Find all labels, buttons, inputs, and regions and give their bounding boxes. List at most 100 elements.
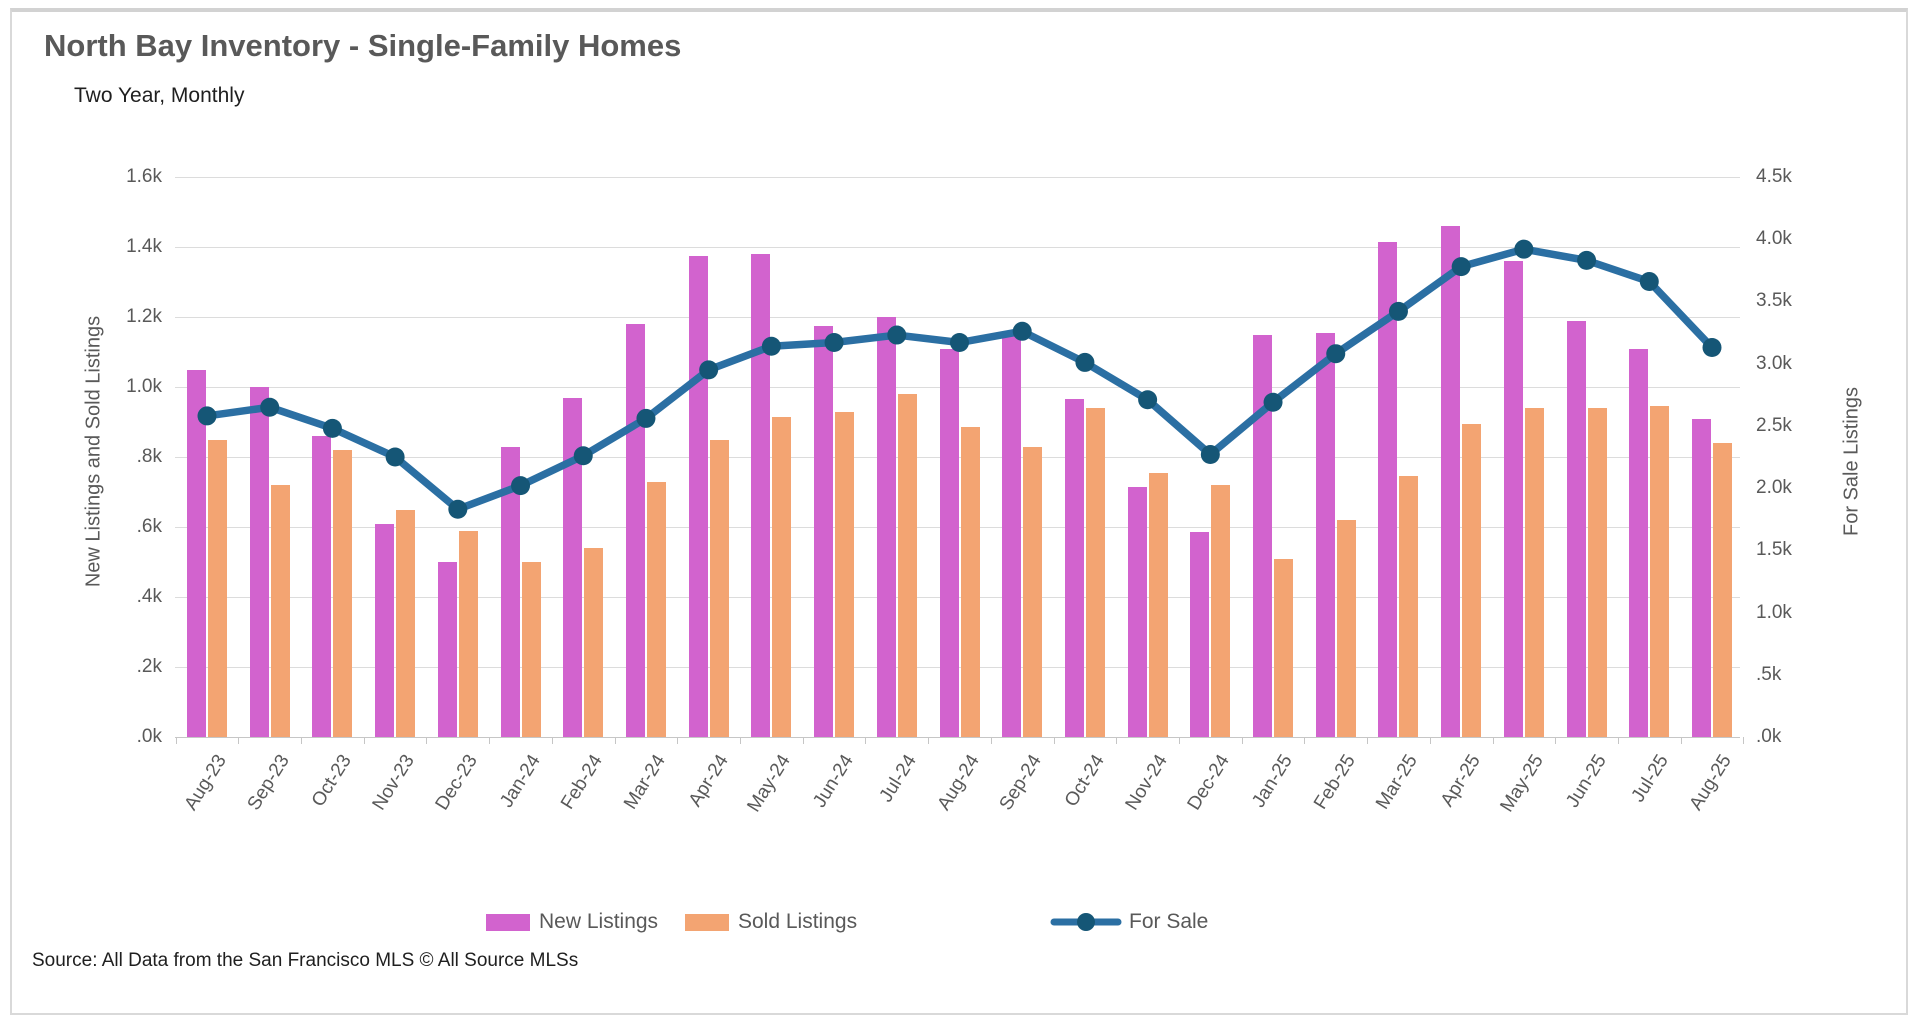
x-axis-tick: [238, 737, 240, 744]
x-axis-tick: [990, 737, 992, 744]
bar-new-listings: [751, 254, 771, 737]
chart-card: North Bay Inventory - Single-Family Home…: [10, 8, 1908, 1015]
bar-new-listings: [312, 436, 332, 737]
legend-label: For Sale: [1129, 910, 1209, 933]
right-axis-tick-label: 4.0k: [1756, 228, 1792, 250]
bar-sold-listings: [1274, 558, 1294, 737]
bar-sold-listings: [270, 485, 290, 737]
x-axis-tick: [1116, 737, 1118, 744]
for-sale-point: [1702, 337, 1722, 357]
x-axis-label: Oct-24: [1060, 751, 1109, 811]
x-axis-tick: [551, 737, 553, 744]
x-axis-tick: [1429, 737, 1431, 744]
x-axis-tick: [1367, 737, 1369, 744]
for-sale-line-layer: [197, 239, 1722, 519]
x-axis-label: Jun-25: [1561, 751, 1611, 812]
bar-new-listings: [1629, 348, 1649, 737]
left-axis-tick-label: .0k: [136, 726, 162, 747]
left-axis-tick-label: .4k: [136, 586, 162, 607]
for-sale-point: [1138, 390, 1158, 410]
bar-sold-listings: [1713, 443, 1732, 737]
gridline: [175, 247, 1740, 248]
for-sale-point: [1639, 272, 1659, 292]
for-sale-point: [1075, 352, 1095, 372]
legend-line-marker-icon: [1050, 913, 1122, 931]
for-sale-point: [1514, 239, 1534, 259]
legend-item-sold-listings: Sold Listings: [685, 905, 857, 939]
for-sale-point: [1200, 445, 1220, 465]
bar-new-listings: [1692, 418, 1711, 737]
right-axis-tick-label: 3.0k: [1756, 352, 1792, 374]
legend-label: New Listings: [539, 910, 659, 933]
right-axis-tick-label: 3.5k: [1756, 290, 1792, 312]
x-axis-label: Feb-25: [1309, 751, 1360, 814]
right-axis-tick-label: 2.0k: [1756, 477, 1792, 499]
x-axis-label: Nov-23: [368, 751, 419, 815]
bar-sold-listings: [333, 450, 353, 737]
bar-new-listings: [563, 397, 583, 737]
x-axis-label: Jan-25: [1248, 751, 1297, 812]
x-axis-label: May-25: [1496, 751, 1548, 816]
bar-new-listings: [1503, 261, 1523, 737]
x-axis-label: Sep-23: [243, 751, 294, 815]
bar-sold-listings: [396, 509, 416, 737]
bar-new-listings: [1190, 532, 1210, 737]
x-axis-tick: [1617, 737, 1619, 744]
bar-sold-listings: [772, 416, 792, 737]
bar-sold-listings: [897, 394, 917, 737]
x-axis-tick: [363, 737, 365, 744]
bar-sold-listings: [208, 439, 227, 737]
bar-new-listings: [1566, 320, 1586, 737]
x-axis-tick: [1555, 737, 1557, 744]
left-axis-tick-label: 1.6k: [126, 166, 162, 187]
bar-sold-listings: [1462, 423, 1482, 737]
for-sale-point: [448, 499, 468, 519]
bar-sold-listings: [584, 548, 604, 737]
for-sale-point: [1577, 250, 1597, 270]
x-axis-tick: [426, 737, 428, 744]
bar-sold-listings: [646, 481, 666, 737]
x-axis-label: Apr-25: [1436, 751, 1485, 811]
x-axis-tick: [175, 737, 177, 744]
x-axis-label: Aug-23: [180, 751, 231, 815]
bar-new-listings: [625, 324, 645, 737]
x-axis-label: Oct-23: [308, 751, 357, 811]
x-axis-tick: [1053, 737, 1055, 744]
x-axis-tick: [1304, 737, 1306, 744]
x-axis-tick: [1680, 737, 1682, 744]
bar-new-listings: [939, 348, 959, 737]
right-axis-tick-label: 4.5k: [1756, 166, 1792, 187]
chart-subtitle: Two Year, Monthly: [74, 84, 245, 107]
right-axis-tick-label: .5k: [1756, 663, 1782, 685]
bar-new-listings: [1378, 241, 1398, 737]
chart-title: North Bay Inventory - Single-Family Home…: [44, 28, 682, 63]
right-axis-title: For Sale Listings: [1840, 387, 1863, 536]
bar-new-listings: [876, 317, 896, 737]
x-axis-tick: [301, 737, 303, 744]
bar-new-listings: [1064, 399, 1084, 737]
bar-sold-listings: [1211, 485, 1231, 737]
legend-item-for-sale: For Sale: [1050, 905, 1209, 939]
left-axis-tick-label: .8k: [136, 446, 162, 467]
left-axis-tick-label: 1.2k: [126, 306, 162, 327]
x-axis-label: Jul-25: [1627, 751, 1674, 807]
bar-new-listings: [187, 369, 206, 737]
x-axis-tick: [677, 737, 679, 744]
bar-new-listings: [688, 255, 708, 737]
left-axis-tick-label: .6k: [136, 516, 162, 537]
x-axis-label: Mar-24: [620, 751, 670, 814]
x-axis-label: Dec-24: [1183, 751, 1235, 815]
gridline: [175, 737, 1740, 738]
bar-sold-listings: [1399, 476, 1419, 737]
left-axis-tick-label: .2k: [136, 656, 162, 677]
bar-new-listings: [437, 562, 457, 737]
x-axis-label: Jul-24: [875, 751, 921, 807]
bar-new-listings: [249, 387, 269, 737]
legend-item-new-listings: New Listings: [486, 905, 658, 939]
legend-swatch: [486, 913, 530, 931]
left-axis-tick-label: 1.4k: [126, 236, 162, 257]
bar-sold-listings: [458, 530, 478, 737]
bar-sold-listings: [1650, 406, 1670, 737]
x-axis-label: Nov-24: [1121, 751, 1172, 815]
x-axis-tick: [614, 737, 616, 744]
